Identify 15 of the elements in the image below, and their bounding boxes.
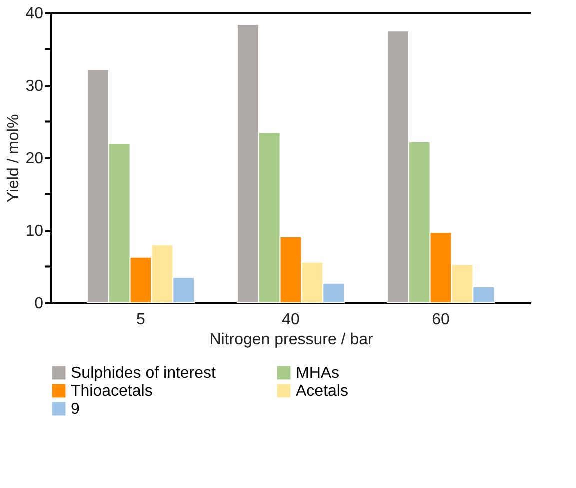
- legend-label: Sulphides of interest: [71, 365, 217, 382]
- x-tick-label: 5: [136, 312, 146, 328]
- legend-label: Acetals: [296, 383, 348, 400]
- y-tick-label: 40: [26, 6, 44, 22]
- legend-label: Thioacetals: [71, 383, 153, 400]
- y-tick-label: 0: [34, 296, 44, 312]
- x-axis-title: Nitrogen pressure / bar: [210, 332, 374, 348]
- y-tick-label: 20: [26, 150, 44, 168]
- x-tick-label: 40: [282, 312, 300, 328]
- y-tick-label: 30: [26, 78, 44, 95]
- y-tick-label: 10: [26, 223, 44, 240]
- legend-label: 9: [71, 401, 80, 418]
- legend-label: MHAs: [296, 365, 340, 382]
- y-axis-title: Yield / mol%: [6, 114, 23, 203]
- x-tick-label: 60: [432, 312, 450, 328]
